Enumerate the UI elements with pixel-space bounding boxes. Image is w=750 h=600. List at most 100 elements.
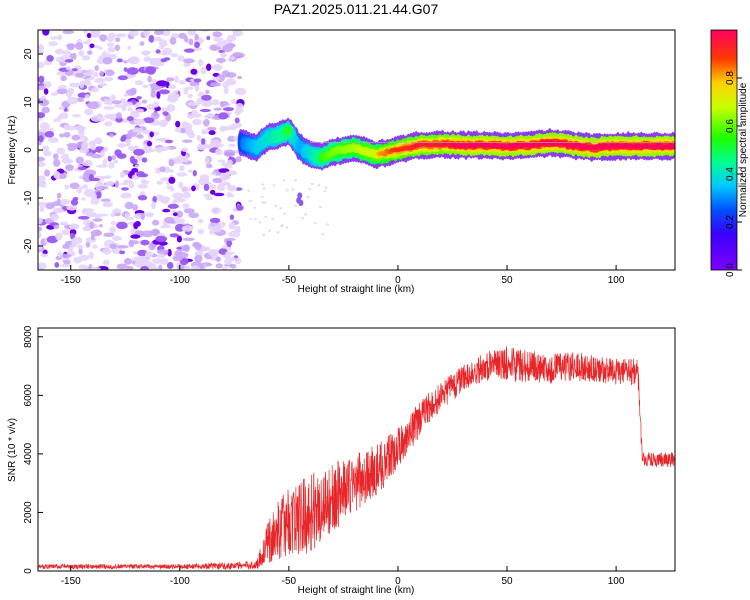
noise-blob xyxy=(167,169,175,173)
noise-blob xyxy=(230,56,235,61)
noise-blob xyxy=(151,201,156,210)
noise-blob xyxy=(56,71,67,76)
noise-blob xyxy=(222,45,233,53)
x-tick-label: 100 xyxy=(608,275,625,286)
noise-blob xyxy=(57,34,63,41)
noise-blob xyxy=(166,185,174,190)
noise-blob xyxy=(150,91,156,98)
noise-blob xyxy=(216,74,225,83)
noise-blob xyxy=(53,159,61,167)
noise-blob xyxy=(135,108,145,113)
noise-blob xyxy=(58,106,65,111)
colorbar-tick-label: 0.2 xyxy=(725,215,736,229)
noise-blob xyxy=(119,171,126,178)
noise-blob xyxy=(57,251,63,258)
noise-blob xyxy=(155,167,161,174)
noise-blob xyxy=(38,156,45,162)
noise-blob xyxy=(49,213,60,221)
noise-blob xyxy=(136,96,142,100)
noise-blob xyxy=(197,228,204,235)
noise-blob xyxy=(215,263,223,269)
noise-blob xyxy=(140,239,150,246)
x-tick-label: 50 xyxy=(501,275,513,286)
noise-blob xyxy=(105,175,112,179)
noise-blob xyxy=(205,89,210,95)
noise-blob xyxy=(66,205,78,211)
noise-blob xyxy=(98,224,103,228)
noise-blob xyxy=(60,201,68,206)
noise-blob xyxy=(209,217,221,224)
isolated-blob xyxy=(296,197,302,204)
noise-blob xyxy=(183,208,195,214)
noise-blob xyxy=(264,215,268,218)
noise-blob xyxy=(116,153,127,159)
noise-blob xyxy=(38,264,42,270)
noise-blob xyxy=(175,93,180,99)
noise-blob xyxy=(160,196,170,204)
noise-blob xyxy=(184,129,194,135)
noise-blob xyxy=(120,137,126,142)
noise-blob xyxy=(177,55,185,62)
noise-blob xyxy=(139,41,145,46)
noise-blob xyxy=(235,103,244,110)
noise-blob xyxy=(176,172,188,177)
noise-blob xyxy=(294,179,298,182)
noise-blob xyxy=(85,241,91,248)
noise-blob xyxy=(187,113,195,120)
noise-blob xyxy=(108,162,115,169)
noise-blob xyxy=(112,235,122,241)
noise-blob xyxy=(155,49,161,54)
noise-blob xyxy=(109,226,116,235)
noise-blob xyxy=(46,235,59,244)
noise-blob xyxy=(159,258,169,265)
noise-blob xyxy=(42,30,50,36)
noise-blob xyxy=(192,170,197,177)
noise-blob xyxy=(121,187,129,191)
signal-track-cell xyxy=(284,126,292,135)
noise-blob xyxy=(206,126,217,131)
noise-blob xyxy=(162,208,171,213)
noise-blob xyxy=(87,50,93,55)
noise-blob xyxy=(53,224,60,229)
noise-blob xyxy=(56,198,61,205)
noise-blob xyxy=(223,149,236,157)
noise-blob xyxy=(122,60,128,64)
noise-blob xyxy=(38,243,42,250)
noise-blob xyxy=(90,197,100,205)
colorbar: 0.0 0.2 0.4 0.6 0.8 Normalized spectral ampl… xyxy=(710,29,749,277)
noise-blob xyxy=(188,38,194,46)
noise-blob xyxy=(156,91,161,99)
noise-blob xyxy=(63,131,71,138)
noise-blob xyxy=(116,112,122,119)
noise-blob xyxy=(207,113,215,118)
noise-blob xyxy=(223,165,233,169)
noise-blob xyxy=(92,218,103,222)
noise-blob xyxy=(201,94,212,101)
noise-blob xyxy=(272,184,276,187)
noise-blob xyxy=(156,80,168,87)
noise-blob xyxy=(229,170,237,176)
noise-blob xyxy=(156,254,166,259)
noise-blob xyxy=(46,55,54,62)
noise-blob xyxy=(262,187,266,190)
noise-blob xyxy=(163,57,171,61)
noise-blob xyxy=(38,75,45,84)
noise-blob xyxy=(177,218,186,224)
noise-blob xyxy=(206,35,211,41)
noise-blob xyxy=(81,141,89,150)
noise-blob xyxy=(131,110,137,115)
noise-blob xyxy=(326,223,330,226)
noise-blob xyxy=(169,36,177,45)
noise-blob xyxy=(158,146,171,151)
noise-blob xyxy=(183,87,189,95)
noise-blob xyxy=(84,224,91,230)
noise-blob xyxy=(280,224,284,228)
snr-x-label: Height of straight line (km) xyxy=(298,585,415,596)
colorbar-tick-label: 0.8 xyxy=(725,71,736,85)
noise-blob xyxy=(45,202,55,210)
noise-blob xyxy=(99,34,108,41)
noise-blob xyxy=(82,40,90,45)
noise-blob xyxy=(183,62,191,68)
noise-blob xyxy=(144,251,154,258)
noise-blob xyxy=(166,104,176,112)
